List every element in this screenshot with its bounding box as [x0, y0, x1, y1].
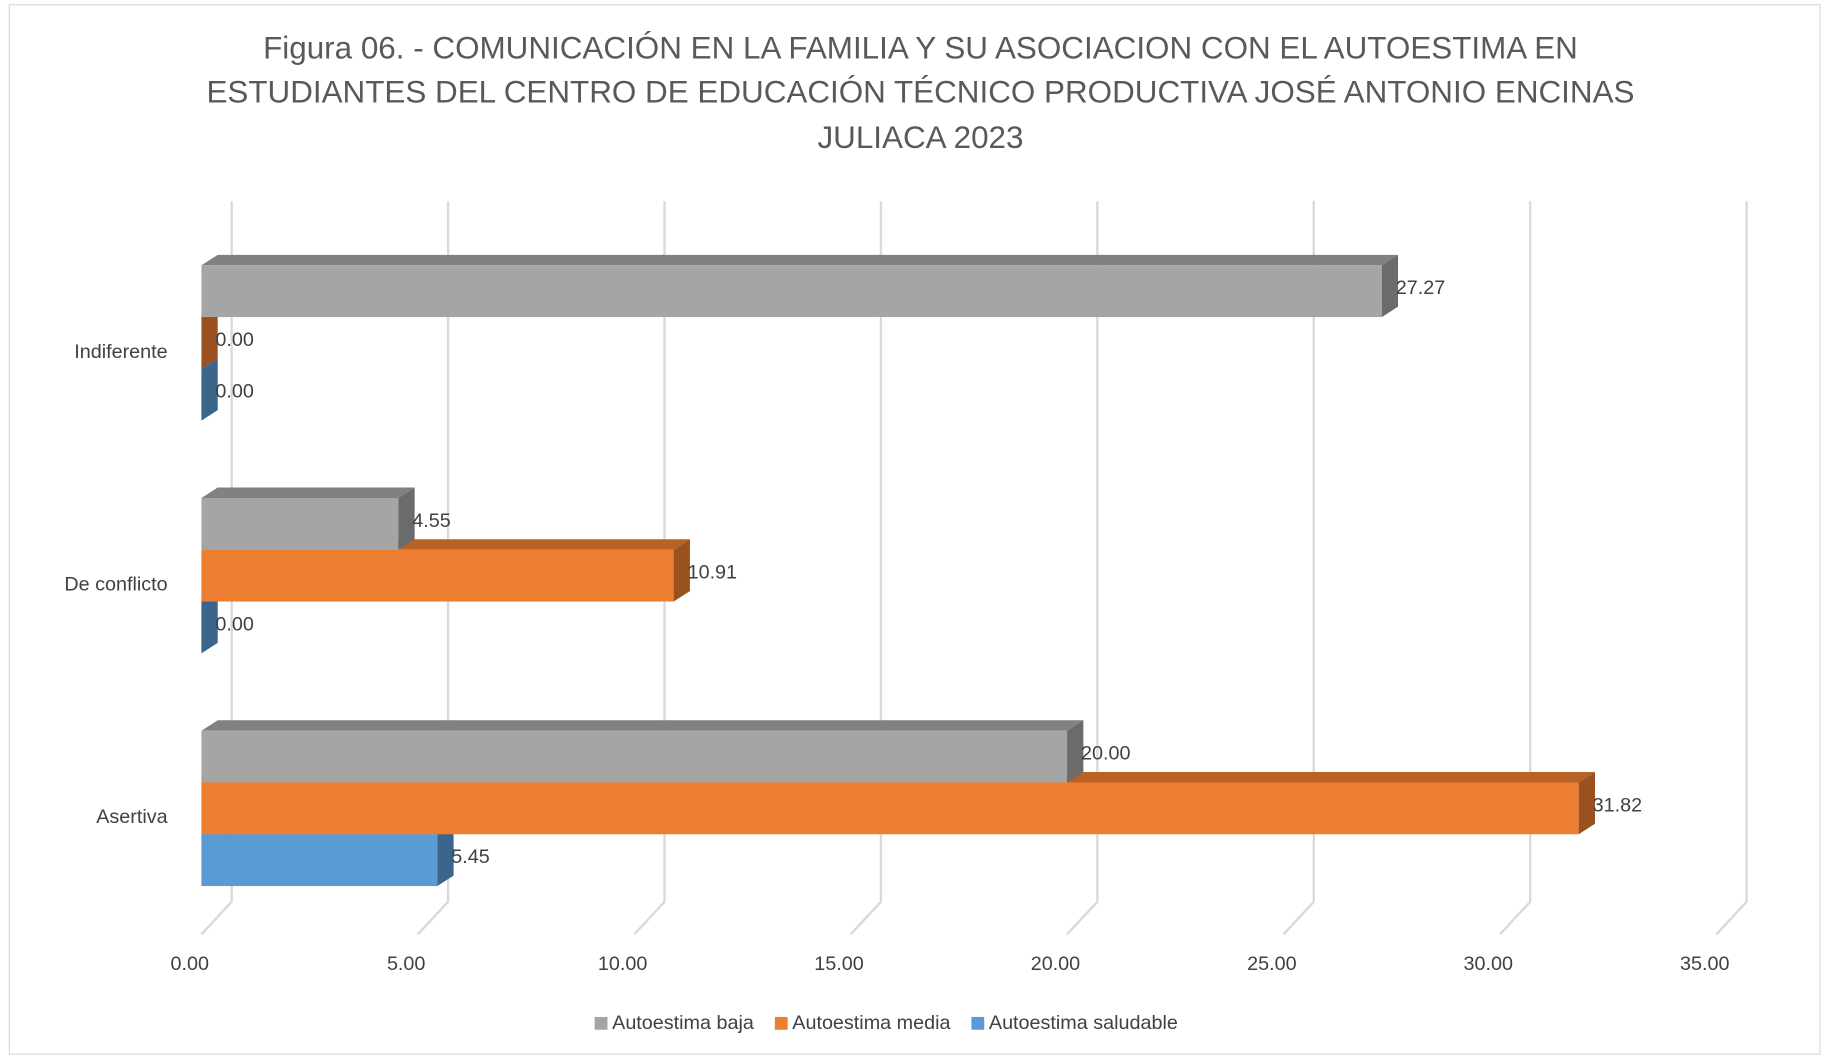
bar-face — [201, 834, 438, 887]
x-tick-label: 5.00 — [387, 953, 425, 975]
bar-face — [1578, 772, 1595, 835]
data-label: 10.91 — [688, 562, 737, 584]
legend-swatch — [971, 1016, 985, 1030]
bar-face — [437, 823, 454, 887]
data-label: 0.00 — [215, 329, 253, 351]
grid-line — [416, 201, 450, 936]
bar-face — [201, 782, 1579, 835]
x-tick-label: 0.00 — [171, 953, 209, 975]
bar-face — [1067, 720, 1084, 783]
bar-face — [201, 487, 415, 499]
x-tick-label: 30.00 — [1464, 953, 1513, 975]
y-tick-label: De conflicto — [64, 573, 167, 595]
bar-face — [201, 265, 1382, 318]
chart-title: Figura 06. - COMUNICACIÓN EN LA FAMILIA … — [263, 30, 1578, 65]
data-label: 4.55 — [412, 510, 450, 532]
grid-line — [633, 201, 666, 936]
bar — [201, 306, 218, 369]
grid-line — [1282, 201, 1315, 936]
data-label: 0.00 — [215, 381, 253, 403]
grid-line — [200, 201, 233, 936]
legend-label: Autoestima saludable — [989, 1012, 1178, 1034]
bar-face — [201, 306, 218, 369]
x-tick-label: 10.00 — [598, 953, 647, 975]
data-label: 27.27 — [1396, 277, 1445, 299]
grid-line — [1715, 201, 1748, 936]
data-label: 20.00 — [1081, 742, 1130, 764]
bar-face — [201, 549, 674, 602]
legend-swatch — [774, 1016, 788, 1030]
bar — [201, 591, 218, 654]
y-tick-label: Indiferente — [74, 341, 167, 363]
bar-face — [201, 720, 1084, 731]
legend-swatch — [594, 1016, 608, 1030]
grid-line — [1066, 201, 1099, 936]
data-label: 31.82 — [1593, 794, 1642, 816]
legend-label: Autoestima baja — [612, 1012, 754, 1034]
bar-face — [201, 498, 399, 550]
y-tick-label: Asertiva — [96, 806, 167, 828]
bar — [201, 358, 218, 421]
data-label: 5.45 — [451, 846, 489, 868]
grid-line — [1499, 201, 1532, 936]
bar-face — [1381, 254, 1399, 318]
bar-face — [201, 254, 1399, 266]
bar — [201, 772, 1595, 835]
bar-face — [201, 730, 1068, 783]
bar-face — [201, 591, 218, 654]
grid-line — [849, 201, 883, 936]
bar-face — [201, 358, 218, 421]
x-tick-label: 15.00 — [814, 953, 863, 975]
bar — [201, 720, 1084, 783]
x-tick-label: 25.00 — [1247, 953, 1296, 975]
chart-title: ESTUDIANTES DEL CENTRO DE EDUCACIÓN TÉCN… — [206, 75, 1634, 110]
bar-face — [673, 539, 690, 602]
bar — [201, 254, 1399, 318]
chart-title: JULIACA 2023 — [817, 120, 1023, 155]
data-label: 0.00 — [215, 613, 253, 635]
legend-label: Autoestima media — [792, 1012, 950, 1034]
bar-face — [398, 487, 415, 550]
x-tick-label: 20.00 — [1031, 953, 1080, 975]
x-tick-label: 35.00 — [1680, 953, 1729, 975]
bar — [201, 487, 415, 550]
